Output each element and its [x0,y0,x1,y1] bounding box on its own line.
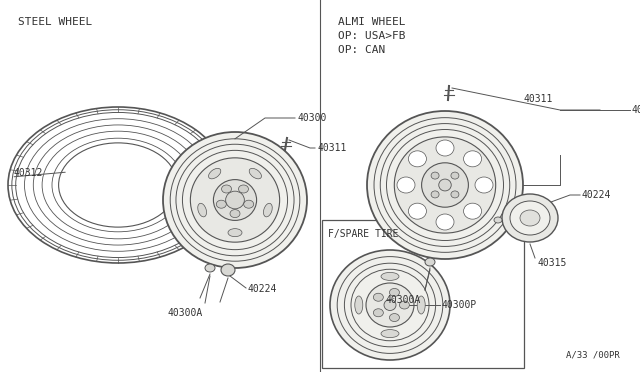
Ellipse shape [439,179,451,191]
Ellipse shape [59,143,177,227]
Ellipse shape [520,210,540,226]
Ellipse shape [510,201,550,235]
Ellipse shape [226,191,244,209]
Ellipse shape [366,283,414,327]
Ellipse shape [436,214,454,230]
Ellipse shape [431,172,439,179]
Text: 40312: 40312 [14,168,44,178]
Ellipse shape [198,203,207,217]
Text: A/33 /00PR: A/33 /00PR [566,351,620,360]
Text: OP: USA>FB: OP: USA>FB [338,31,406,41]
Ellipse shape [390,288,399,296]
Ellipse shape [230,209,240,218]
Ellipse shape [381,272,399,280]
Ellipse shape [408,203,426,219]
Text: 40311: 40311 [317,143,346,153]
Ellipse shape [397,177,415,193]
Ellipse shape [209,169,221,179]
Text: 40300A: 40300A [168,308,204,318]
Text: STEEL WHEEL: STEEL WHEEL [18,17,92,27]
Ellipse shape [425,258,435,266]
Text: 40224: 40224 [582,190,611,200]
Ellipse shape [213,180,257,220]
Ellipse shape [205,264,215,272]
Ellipse shape [239,185,248,193]
Ellipse shape [221,264,235,276]
Ellipse shape [394,137,496,233]
Text: F/SPARE TIRE: F/SPARE TIRE [328,229,399,239]
Text: 40300P: 40300P [442,300,477,310]
Ellipse shape [373,293,383,301]
Ellipse shape [384,299,396,311]
Ellipse shape [417,296,425,314]
Text: 40300: 40300 [297,113,326,123]
Ellipse shape [422,163,468,207]
Ellipse shape [355,296,363,314]
Text: 40300A: 40300A [385,295,420,305]
Ellipse shape [216,200,227,208]
Ellipse shape [463,151,481,167]
Bar [322,220,524,368]
Ellipse shape [494,217,502,223]
Text: ALMI WHEEL: ALMI WHEEL [338,17,406,27]
Ellipse shape [373,309,383,317]
Text: 40315: 40315 [538,258,568,268]
Ellipse shape [475,177,493,193]
Ellipse shape [264,203,272,217]
Ellipse shape [330,250,450,360]
Ellipse shape [431,191,439,198]
Ellipse shape [463,203,481,219]
Ellipse shape [451,191,459,198]
Ellipse shape [408,151,426,167]
Ellipse shape [381,330,399,338]
Ellipse shape [228,229,242,237]
Ellipse shape [163,132,307,268]
Ellipse shape [221,185,232,193]
Text: OP: CAN: OP: CAN [338,45,385,55]
Ellipse shape [390,314,399,321]
Ellipse shape [451,172,459,179]
Ellipse shape [249,169,262,179]
Text: 40300M: 40300M [632,105,640,115]
Text: 40311: 40311 [524,94,554,104]
Ellipse shape [367,111,523,259]
Ellipse shape [399,301,410,309]
Ellipse shape [502,194,558,242]
Ellipse shape [244,200,253,208]
Ellipse shape [190,158,280,242]
Text: 40224: 40224 [248,284,277,294]
Ellipse shape [436,140,454,156]
